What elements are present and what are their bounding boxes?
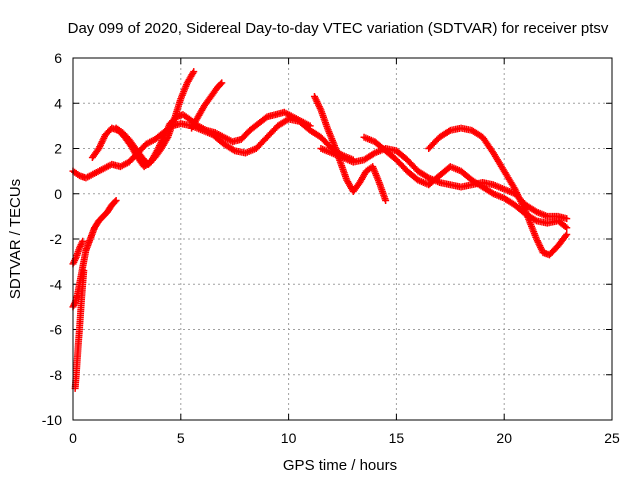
x-tick-label: 0	[69, 430, 77, 446]
x-tick-label: 15	[389, 430, 405, 446]
data-point	[306, 122, 314, 130]
y-tick-label: 2	[54, 141, 62, 157]
data-point	[229, 146, 237, 154]
y-tick-label: -6	[50, 322, 63, 338]
x-axis-label: GPS time / hours	[283, 457, 397, 474]
series-track-e	[310, 92, 390, 205]
series-track-c	[112, 68, 198, 168]
data-point	[190, 68, 198, 76]
plot-frame	[72, 57, 613, 421]
data-point	[562, 232, 570, 240]
y-tick-label: -8	[50, 367, 63, 383]
series-track-b	[88, 108, 314, 171]
series-track-d	[188, 79, 226, 132]
data-point	[217, 80, 225, 88]
data-points	[69, 68, 571, 392]
data-point	[382, 197, 390, 205]
series-track-i	[69, 197, 120, 311]
data-point	[80, 267, 88, 275]
x-tick-label: 10	[281, 430, 297, 446]
data-point	[79, 237, 87, 245]
data-point	[112, 197, 120, 205]
y-tick-label: -2	[50, 231, 63, 247]
data-point	[445, 127, 453, 135]
series-track-g	[360, 133, 571, 232]
chart-title: Day 099 of 2020, Sidereal Day-to-day VTE…	[68, 20, 609, 37]
y-tick-label: 6	[54, 50, 62, 66]
grid-lines	[73, 58, 612, 420]
y-axis-label: SDTVAR / TECUs	[7, 179, 24, 299]
y-tick-label: 4	[54, 95, 62, 111]
series-track-h	[425, 124, 571, 259]
tick-labels: 0 5 10 15 20 25 -10 -8 -6 -4 -2 0 2 4 6	[42, 50, 620, 446]
data-point	[563, 215, 571, 223]
data-point	[111, 198, 119, 206]
series-track-j	[71, 267, 88, 392]
data-point	[563, 230, 571, 238]
data-point	[561, 223, 569, 231]
data-point	[531, 216, 539, 224]
y-tick-label: -4	[50, 276, 63, 292]
x-tick-label: 5	[177, 430, 185, 446]
x-tick-label: 20	[496, 430, 512, 446]
data-point	[563, 224, 571, 232]
y-tick-label: -10	[42, 412, 62, 428]
y-tick-label: 0	[54, 186, 62, 202]
data-point	[218, 79, 226, 87]
x-tick-label: 25	[604, 430, 620, 446]
